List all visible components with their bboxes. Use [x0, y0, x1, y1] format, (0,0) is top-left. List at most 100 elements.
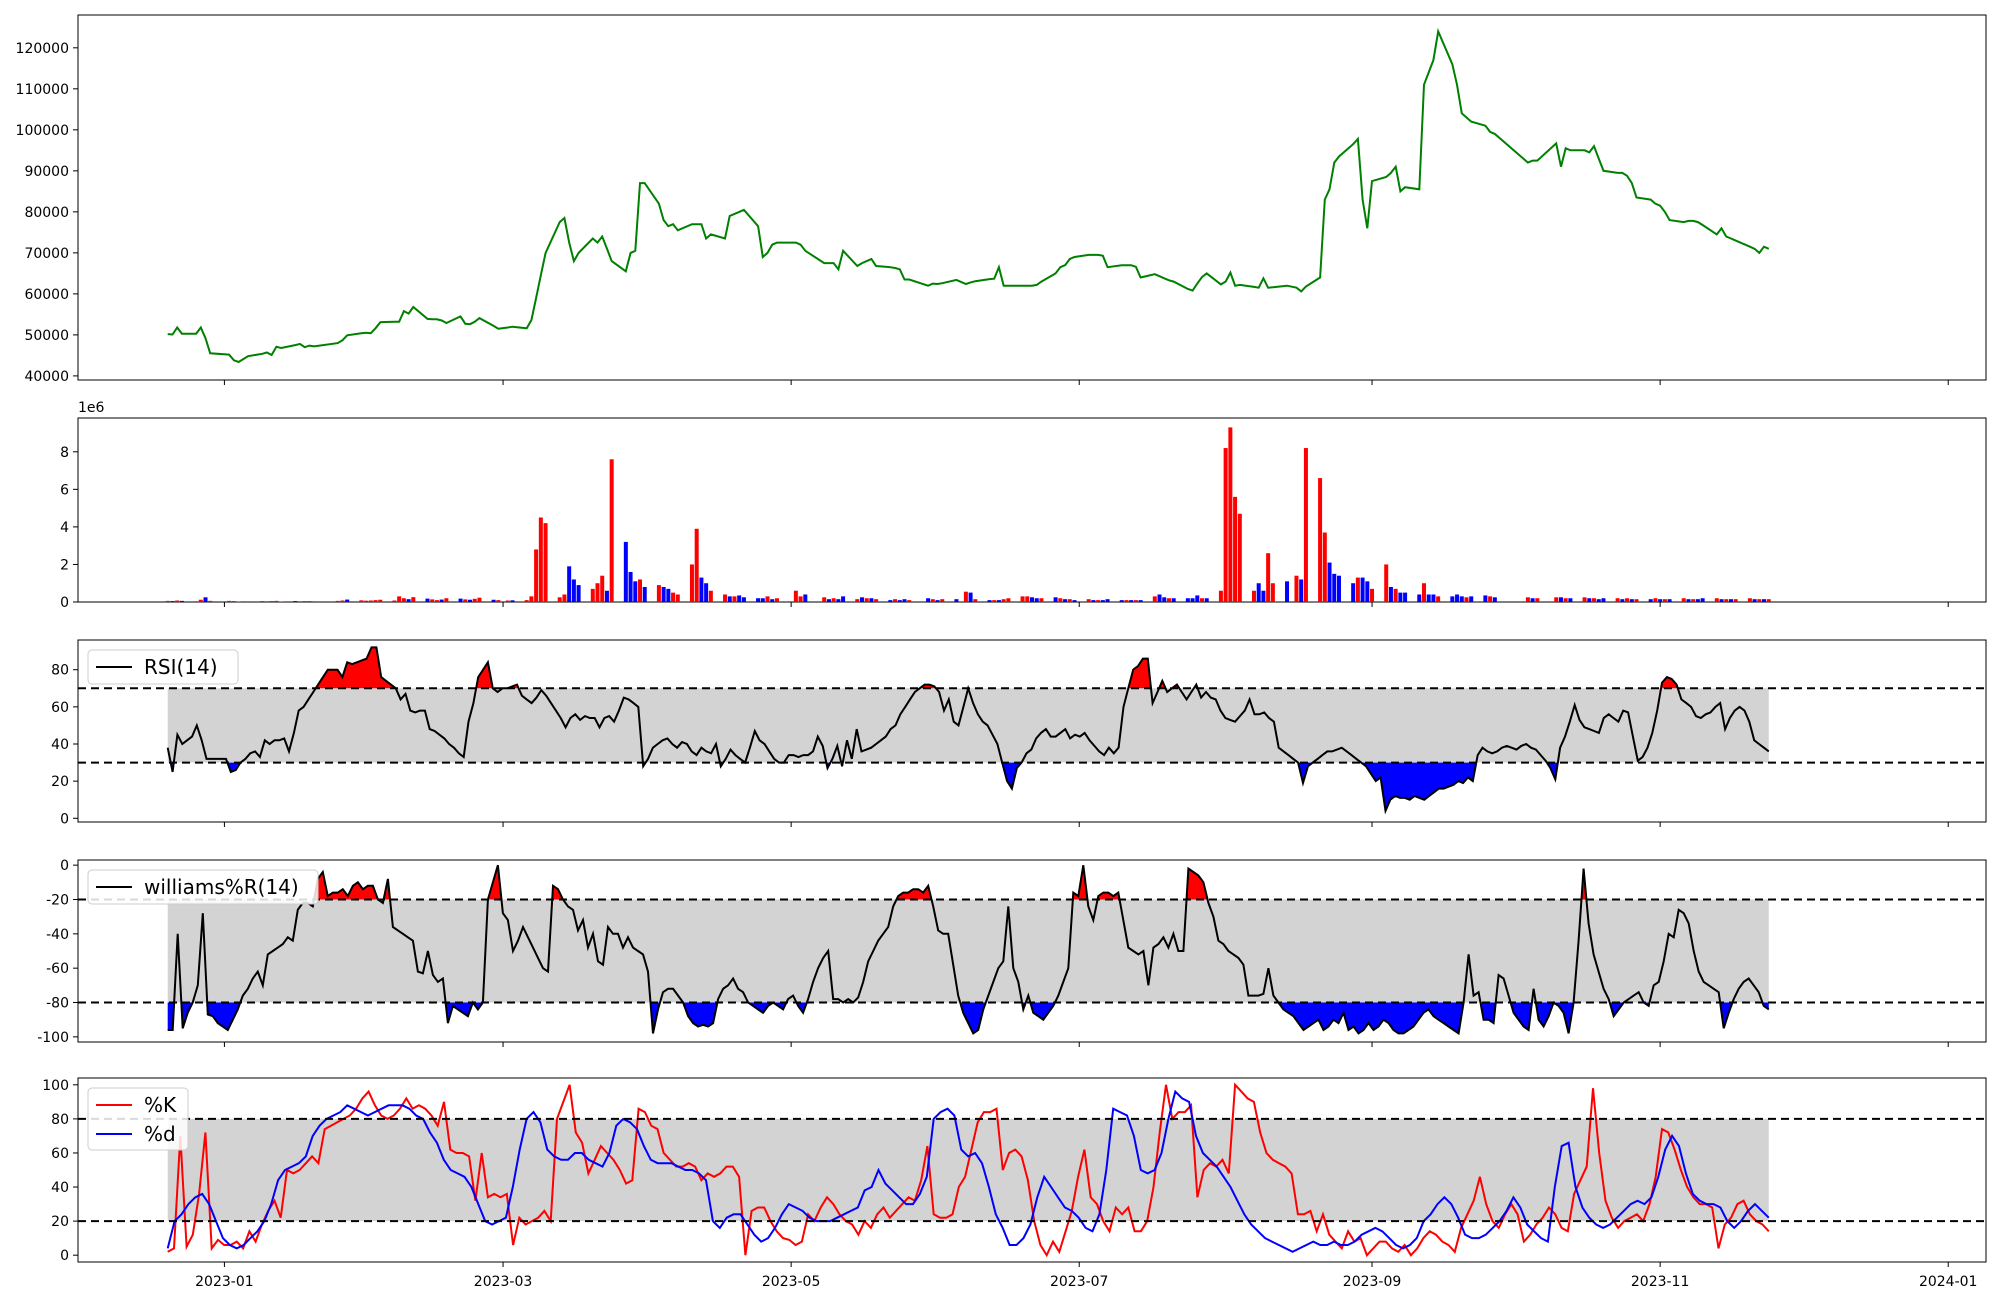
- volume-bar: [1091, 600, 1096, 602]
- volume-bar: [1171, 598, 1176, 602]
- volume-bar: [1747, 598, 1752, 602]
- volume-bar: [1133, 600, 1138, 602]
- axes-frame: [77, 639, 1987, 823]
- volume-bar: [732, 596, 737, 602]
- volume-bar: [1030, 597, 1034, 602]
- volume-bar: [694, 528, 699, 602]
- volume-bar: [1299, 579, 1304, 602]
- y-tick-label: -100: [37, 1030, 69, 1046]
- volume-bar: [1063, 599, 1068, 602]
- volume-bar: [359, 600, 364, 602]
- y-tick-label: 50000: [24, 328, 69, 344]
- volume-bar: [1530, 598, 1535, 602]
- x-tick-label: 2023-03: [474, 1274, 533, 1290]
- volume-bar: [1582, 597, 1587, 602]
- volume-bar: [1256, 583, 1261, 602]
- volume-bar: [1138, 600, 1143, 602]
- volume-bar: [661, 586, 666, 602]
- oversold-fill: [1030, 1002, 1055, 1020]
- volume-bar: [378, 599, 383, 602]
- volume-bar: [1403, 592, 1408, 602]
- volume-bar: [274, 600, 279, 602]
- y-tick-label: 0: [60, 595, 69, 611]
- volume-bar: [208, 600, 213, 602]
- legend-box: [87, 649, 239, 685]
- volume-bar: [231, 601, 236, 602]
- y-tick-label: 80: [51, 1112, 69, 1128]
- volume-bar: [1483, 595, 1488, 602]
- axes-frame: [77, 1077, 1987, 1263]
- oversold-fill: [1002, 762, 1022, 789]
- volume-bar: [293, 601, 298, 602]
- y-tick-label: 40: [51, 1180, 69, 1196]
- volume-bar: [1053, 597, 1058, 602]
- volume-bar: [1105, 599, 1110, 602]
- volume-bar: [1086, 599, 1091, 602]
- y-tick-label: 60000: [24, 287, 69, 303]
- volume-bar: [1450, 596, 1455, 602]
- volume-bar: [467, 599, 472, 602]
- volume-bar: [893, 599, 898, 602]
- x-tick-label: 2023-09: [1343, 1274, 1402, 1290]
- volume-bar: [1020, 596, 1025, 602]
- legend-label: %d: [144, 1122, 176, 1146]
- volume-bar: [477, 597, 482, 602]
- volume-bar: [1658, 599, 1663, 602]
- volume-bar: [666, 588, 671, 602]
- volume-bar: [836, 599, 841, 602]
- volume-bar: [510, 600, 515, 602]
- volume-bar: [930, 599, 935, 602]
- volume-bar: [727, 596, 732, 602]
- y-tick-label: 60: [51, 700, 69, 716]
- williams-r-panel: -100 -80 -60 -40 -20 0 williams%R(14): [37, 858, 1987, 1047]
- volume-bar: [1129, 600, 1134, 602]
- x-tick-label: 2023-07: [1050, 1274, 1109, 1290]
- volume-bar: [1336, 575, 1341, 602]
- axes-frame: [77, 14, 1987, 381]
- volume-bar: [963, 591, 968, 602]
- y-tick-label: 80000: [24, 205, 69, 221]
- volume-bar: [935, 600, 940, 602]
- volume-bar: [968, 592, 973, 602]
- stochastic-panel: 0 20 40 60 80 100 2023-01 2023-03 2023-05 2023-07…: [42, 1077, 1987, 1290]
- volume-bar: [1733, 599, 1738, 602]
- volume-bar: [194, 601, 199, 602]
- volume-bar: [269, 601, 274, 602]
- volume-bar: [1034, 598, 1039, 602]
- volume-bar: [699, 577, 704, 602]
- volume-bar: [737, 595, 742, 602]
- volume-bar: [1752, 599, 1757, 602]
- y-tick-label: 60: [51, 1146, 69, 1162]
- volume-bar: [1535, 598, 1540, 602]
- volume-bar: [312, 601, 317, 602]
- volume-bar: [392, 600, 397, 602]
- y-tick-label: 90000: [24, 164, 69, 180]
- volume-bar: [1662, 599, 1667, 602]
- volume-bar: [1762, 599, 1767, 602]
- volume-bar: [1563, 598, 1568, 602]
- volume-bar: [1455, 594, 1460, 602]
- y-tick-label: 0: [60, 1248, 69, 1264]
- volume-bar: [472, 598, 477, 602]
- volume-bar: [1100, 600, 1105, 602]
- volume-bar: [888, 600, 893, 602]
- volume-bar: [368, 600, 373, 602]
- volume-bar: [444, 598, 449, 602]
- volume-bar: [260, 601, 265, 602]
- volume-bar: [671, 592, 676, 602]
- volume-bar: [302, 601, 307, 602]
- volume-bar: [1596, 599, 1601, 602]
- y-tick-label: 2: [60, 557, 69, 573]
- volume-bar: [335, 600, 340, 602]
- volume-bar: [491, 599, 496, 602]
- volume-bar: [1119, 600, 1124, 602]
- x-tick-label: 2023-11: [1631, 1274, 1690, 1290]
- williams-line: [167, 864, 1770, 1036]
- volume-bar: [633, 581, 638, 602]
- volume-bar: [1464, 597, 1469, 602]
- volume-bar: [524, 600, 529, 602]
- neutral-band: [167, 1118, 1769, 1222]
- y-tick-label: 8: [60, 445, 69, 461]
- oversold-fill: [748, 1002, 774, 1013]
